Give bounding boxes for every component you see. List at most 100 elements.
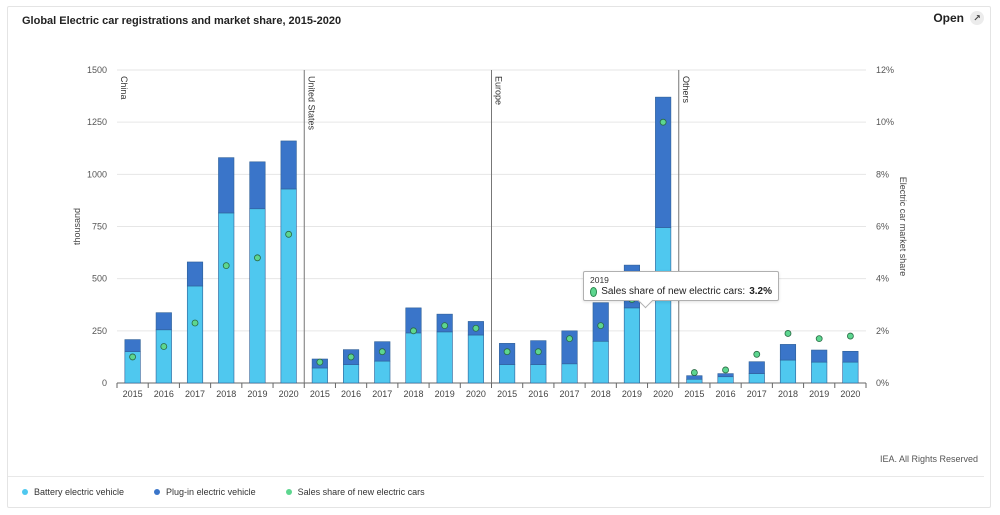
- legend-divider: [8, 476, 984, 477]
- share-point: [316, 358, 324, 366]
- x-tick-label: 2019: [247, 389, 267, 399]
- bar-bev: [467, 334, 484, 384]
- bar-bev: [280, 188, 297, 384]
- legend-dot-bev: [22, 489, 28, 495]
- x-tick-label: 2016: [154, 389, 174, 399]
- group-label: China: [119, 76, 129, 100]
- share-point: [254, 254, 261, 262]
- open-button[interactable]: Open ↗: [933, 11, 984, 25]
- group-label: Others: [681, 76, 691, 104]
- bar-bev: [218, 212, 235, 384]
- y2-tick-label: 8%: [876, 169, 889, 179]
- expand-icon: ↗: [970, 11, 984, 25]
- tooltip-marker-icon: [590, 287, 598, 297]
- share-point: [566, 335, 573, 343]
- bar-bev: [311, 367, 328, 384]
- bar-phev: [124, 339, 141, 352]
- x-tick-label: 2015: [684, 389, 704, 399]
- x-tick-label: 2019: [435, 389, 455, 399]
- bar-bev: [655, 227, 672, 384]
- y2-tick-label: 6%: [876, 222, 889, 232]
- chart-card: [7, 6, 991, 508]
- bar-phev: [748, 361, 765, 374]
- bar-phev: [779, 344, 797, 361]
- copyright-text: IEA. All Rights Reserved: [879, 454, 978, 464]
- y-tick-label: 1500: [87, 65, 107, 75]
- bar-phev: [561, 330, 578, 365]
- share-point: [160, 343, 168, 350]
- y2-tick-label: 0%: [876, 378, 889, 388]
- bar-bev: [561, 363, 578, 384]
- y2-axis-label: Electric car market share: [898, 177, 908, 277]
- x-tick-label: 2016: [341, 389, 361, 399]
- legend-item-bev[interactable]: Battery electric vehicle: [22, 487, 124, 497]
- x-tick-label: 2018: [403, 389, 423, 399]
- x-tick-label: 2018: [591, 389, 611, 399]
- share-point: [347, 353, 355, 361]
- bar-bev: [748, 373, 765, 384]
- open-label: Open: [933, 11, 964, 25]
- bar-bev: [405, 332, 422, 384]
- share-point: [690, 369, 698, 376]
- share-point: [285, 230, 293, 238]
- tooltip-label: Sales share of new electric cars:: [601, 286, 746, 297]
- bar-bev: [842, 361, 859, 384]
- bar-phev: [686, 375, 703, 380]
- bar-bev: [155, 329, 172, 384]
- x-tick-label: 2017: [747, 389, 767, 399]
- bar-bev: [686, 378, 703, 384]
- legend-dot-phev: [154, 489, 161, 495]
- bar-phev: [155, 312, 172, 331]
- share-point: [378, 348, 386, 356]
- share-point: [815, 335, 823, 343]
- share-point: [503, 348, 511, 356]
- share-point: [753, 350, 761, 358]
- x-tick-label: 2018: [778, 389, 798, 399]
- share-point: [534, 348, 542, 356]
- x-tick-label: 2015: [497, 389, 517, 399]
- share-point: [597, 322, 605, 330]
- tooltip-year: 2019: [590, 275, 609, 285]
- x-tick-label: 2017: [372, 389, 392, 399]
- x-tick-label: 2015: [123, 389, 143, 399]
- x-tick-label: 2020: [653, 389, 673, 399]
- share-point: [659, 118, 667, 126]
- x-tick-label: 2018: [216, 389, 236, 399]
- share-point: [846, 332, 854, 340]
- x-tick-label: 2017: [560, 389, 580, 399]
- group-label: United States: [306, 76, 316, 131]
- bar-bev: [499, 364, 516, 384]
- bar-phev: [592, 302, 609, 342]
- bar-phev: [280, 140, 297, 190]
- legend-dot-share: [285, 489, 292, 495]
- share-point: [129, 353, 137, 361]
- x-tick-label: 2016: [716, 389, 736, 399]
- bar-bev: [249, 208, 266, 384]
- y2-tick-label: 4%: [876, 274, 889, 284]
- legend-label-share: Sales share of new electric cars: [297, 487, 425, 497]
- share-point: [722, 366, 729, 374]
- bar-phev: [811, 349, 828, 363]
- y-tick-label: 1000: [87, 169, 107, 179]
- bar-bev: [374, 360, 391, 384]
- share-point: [441, 322, 449, 330]
- x-tick-label: 2020: [840, 389, 860, 399]
- y-tick-label: 0: [102, 378, 107, 388]
- x-tick-label: 2020: [279, 389, 299, 399]
- chart-svg: 0 250 500 750 1000 1250 1500 0% 2% 4% 6% 8% 10% 12% th…: [72, 65, 908, 399]
- bar-phev: [842, 350, 859, 363]
- bar-bev: [343, 364, 360, 384]
- y-tick-label: 250: [92, 326, 107, 336]
- bar-bev: [186, 285, 204, 384]
- tooltip-value: 3.2%: [749, 286, 772, 297]
- legend-item-share[interactable]: Sales share of new electric cars: [285, 487, 425, 497]
- chart-title: Global Electric car registrations and ma…: [22, 15, 342, 27]
- legend-item-phev[interactable]: Plug-in electric vehicle: [154, 487, 256, 497]
- share-point: [222, 262, 230, 270]
- y-tick-label: 750: [92, 222, 107, 232]
- share-point: [410, 327, 417, 335]
- bar-bev: [592, 340, 609, 384]
- x-tick-label: 2020: [466, 389, 486, 399]
- share-point: [784, 330, 792, 337]
- share-point: [191, 319, 199, 327]
